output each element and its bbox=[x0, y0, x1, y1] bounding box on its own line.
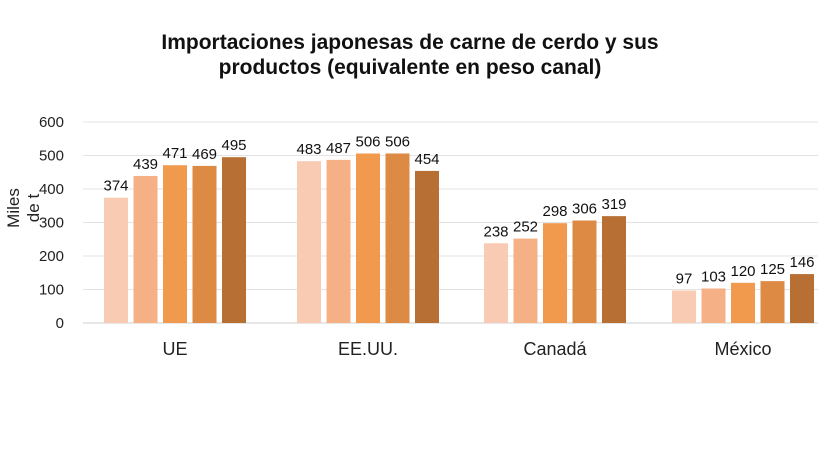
bar bbox=[672, 290, 696, 323]
data-label: 298 bbox=[542, 203, 567, 220]
y-tick-label: 400 bbox=[39, 181, 64, 198]
bar bbox=[133, 175, 158, 323]
bar bbox=[163, 165, 187, 323]
category-label: EE.UU. bbox=[338, 339, 398, 359]
y-tick-label: 500 bbox=[39, 148, 64, 165]
data-label: 306 bbox=[572, 200, 597, 217]
data-label: 120 bbox=[730, 263, 755, 280]
bar bbox=[192, 165, 217, 323]
bar bbox=[356, 153, 380, 323]
bar bbox=[572, 220, 597, 323]
bar bbox=[222, 157, 246, 323]
chart-title-line-1: Importaciones japonesas de carne de cerd… bbox=[161, 31, 659, 54]
chart-title-line-2: productos (equivalente en peso canal) bbox=[218, 56, 602, 79]
data-label: 469 bbox=[192, 146, 217, 163]
data-label: 125 bbox=[760, 261, 785, 278]
bar bbox=[701, 288, 726, 323]
y-tick-label: 0 bbox=[56, 315, 64, 332]
bar bbox=[543, 223, 567, 323]
data-label: 483 bbox=[296, 141, 321, 158]
bar bbox=[326, 159, 351, 323]
data-label: 454 bbox=[414, 151, 439, 168]
y-tick-label: 100 bbox=[39, 282, 64, 299]
category-label: UE bbox=[162, 339, 187, 359]
bar bbox=[415, 170, 439, 323]
data-label: 506 bbox=[385, 133, 410, 150]
bar bbox=[385, 153, 410, 323]
y-tick-label: 200 bbox=[39, 248, 64, 265]
data-label: 238 bbox=[483, 223, 508, 240]
bar bbox=[484, 243, 508, 323]
y-tick-label: 600 bbox=[39, 114, 64, 131]
data-label: 471 bbox=[162, 145, 187, 162]
y-tick-label: 300 bbox=[39, 215, 64, 232]
data-label: 506 bbox=[355, 133, 380, 150]
bar bbox=[790, 274, 814, 323]
data-label: 146 bbox=[789, 254, 814, 271]
data-label: 439 bbox=[133, 156, 158, 173]
category-label: México bbox=[714, 339, 771, 359]
bar bbox=[104, 197, 128, 323]
data-label: 252 bbox=[513, 219, 538, 236]
bar bbox=[513, 238, 538, 323]
bar bbox=[731, 282, 755, 323]
data-label: 495 bbox=[221, 137, 246, 154]
data-label: 97 bbox=[676, 271, 693, 288]
bar bbox=[297, 161, 321, 323]
bar bbox=[760, 281, 785, 323]
bar bbox=[602, 216, 626, 323]
category-label: Canadá bbox=[523, 339, 587, 359]
data-label: 319 bbox=[601, 196, 626, 213]
data-label: 103 bbox=[701, 268, 726, 285]
data-label: 487 bbox=[326, 140, 351, 157]
data-label: 374 bbox=[103, 178, 128, 195]
